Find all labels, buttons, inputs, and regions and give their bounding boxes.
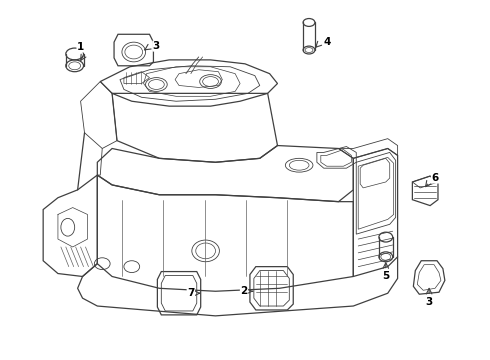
Text: 7: 7: [187, 288, 195, 298]
Text: 5: 5: [382, 271, 390, 282]
Text: 4: 4: [323, 37, 330, 47]
Text: 6: 6: [431, 173, 439, 183]
Text: 2: 2: [241, 286, 247, 296]
Text: 1: 1: [77, 42, 84, 52]
Text: 3: 3: [425, 297, 433, 307]
Text: 3: 3: [153, 41, 160, 51]
